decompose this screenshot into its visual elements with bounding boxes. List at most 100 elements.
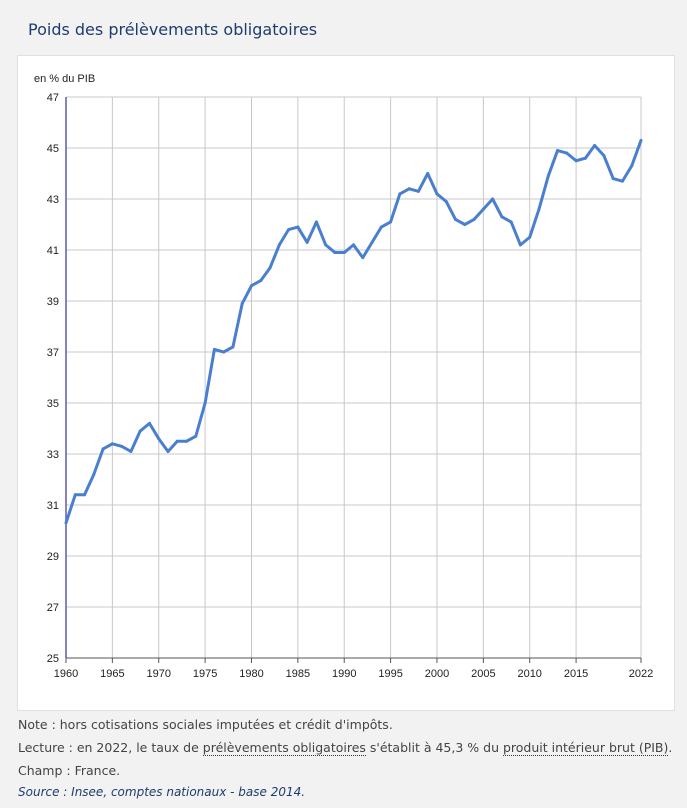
data-point xyxy=(138,429,142,433)
y-tick-label: 31 xyxy=(47,500,59,512)
data-point xyxy=(426,172,430,175)
data-point xyxy=(472,217,476,221)
champ-text: Champ : France. xyxy=(18,763,121,778)
data-point xyxy=(444,200,448,204)
y-tick-label: 33 xyxy=(47,449,59,461)
x-tick-label: 1965 xyxy=(100,668,124,680)
x-tick-label: 2005 xyxy=(471,668,495,680)
data-point xyxy=(463,223,467,226)
x-tick-label: 1960 xyxy=(54,668,78,680)
y-tick-label: 47 xyxy=(47,92,59,104)
data-point xyxy=(556,149,560,153)
x-tick-label: 1975 xyxy=(193,668,217,680)
data-point xyxy=(305,240,309,244)
data-point xyxy=(73,493,77,497)
lecture-part: . xyxy=(668,740,673,755)
data-point xyxy=(287,228,291,232)
y-tick-label: 37 xyxy=(47,347,59,359)
x-tick-label: 2015 xyxy=(564,668,588,680)
lecture-text: Lecture : en 2022, le taux de prélèvemen… xyxy=(18,740,673,756)
data-point xyxy=(518,243,522,247)
data-point xyxy=(231,345,235,349)
lecture-part: s'établit à 45,3 % du xyxy=(365,740,503,755)
x-tick-label: 1990 xyxy=(332,668,356,680)
y-tick-label: 27 xyxy=(47,602,59,614)
data-point xyxy=(574,159,578,163)
note-text: Note : hors cotisations sociales imputée… xyxy=(18,717,393,732)
data-point xyxy=(602,154,606,158)
data-point xyxy=(583,156,587,160)
x-tick-label: 1970 xyxy=(146,668,170,680)
y-tick-label: 35 xyxy=(47,398,59,410)
data-point xyxy=(528,235,532,239)
y-axis-label: en % du PIB xyxy=(34,73,95,85)
data-point xyxy=(166,449,170,453)
data-point xyxy=(259,279,263,283)
data-point xyxy=(194,434,198,438)
data-point xyxy=(593,143,597,147)
data-point xyxy=(620,179,624,183)
data-point xyxy=(546,174,550,178)
data-point xyxy=(203,401,207,405)
line-chart: 25 27 29 31 33 35 37 39 41 43 45 47 1960 1965 1970 1975… xyxy=(34,73,653,680)
y-tick-label: 45 xyxy=(47,143,59,155)
data-point xyxy=(500,215,504,219)
data-point xyxy=(120,444,124,448)
data-point xyxy=(509,220,513,224)
data-point xyxy=(416,189,420,193)
data-point xyxy=(324,243,328,247)
data-point xyxy=(296,225,300,229)
x-tick-label: 1995 xyxy=(378,668,402,680)
data-point xyxy=(454,217,458,221)
data-point xyxy=(222,350,226,354)
data-point xyxy=(185,439,189,443)
link-prelevements[interactable]: prélèvements obligatoires xyxy=(202,740,366,756)
data-line xyxy=(64,139,643,524)
data-point xyxy=(370,240,374,244)
data-point xyxy=(212,347,216,351)
y-tick-label: 41 xyxy=(47,245,59,257)
data-point xyxy=(389,220,393,224)
x-tick-label: 2000 xyxy=(425,668,449,680)
data-point xyxy=(240,302,244,306)
data-point xyxy=(83,493,87,497)
x-tick-label: 2022 xyxy=(629,668,653,680)
lecture-part: Lecture : en 2022, le taux de xyxy=(18,740,203,755)
x-tick-label: 1980 xyxy=(239,668,263,680)
data-point xyxy=(92,472,96,476)
data-point xyxy=(435,192,439,196)
data-point xyxy=(175,439,179,443)
data-point xyxy=(314,220,318,224)
y-tick-label: 29 xyxy=(47,551,59,563)
data-point xyxy=(342,251,346,255)
link-pib[interactable]: produit intérieur brut (PIB) xyxy=(502,740,669,756)
source-text: Source : Insee, comptes nationaux - base… xyxy=(18,785,306,799)
data-point xyxy=(611,177,615,181)
data-point xyxy=(361,256,365,260)
data-point xyxy=(630,164,634,168)
data-point xyxy=(398,192,402,196)
y-tick-label: 43 xyxy=(47,194,59,206)
data-point xyxy=(491,197,495,201)
chart-title: Poids des prélèvements obligatoires xyxy=(28,20,318,39)
data-point xyxy=(268,266,272,270)
data-point xyxy=(352,243,355,247)
data-point xyxy=(537,207,541,211)
data-point xyxy=(277,243,281,247)
data-point xyxy=(101,447,105,451)
data-point xyxy=(379,225,383,229)
y-tick-label: 39 xyxy=(47,296,59,308)
x-tick-label: 1985 xyxy=(286,668,310,680)
data-point xyxy=(407,187,411,191)
x-tick-label: 2010 xyxy=(517,668,541,680)
data-point xyxy=(110,442,114,446)
data-point xyxy=(147,421,151,425)
chart-container: 25 27 29 31 33 35 37 39 41 43 45 47 1960 1965 1970 1975… xyxy=(17,55,675,711)
data-point xyxy=(64,521,68,525)
data-point xyxy=(481,207,485,211)
y-tick-label: 25 xyxy=(47,653,59,665)
data-point xyxy=(333,251,337,255)
data-point xyxy=(157,437,161,441)
data-point xyxy=(129,449,133,453)
data-point xyxy=(565,151,569,155)
